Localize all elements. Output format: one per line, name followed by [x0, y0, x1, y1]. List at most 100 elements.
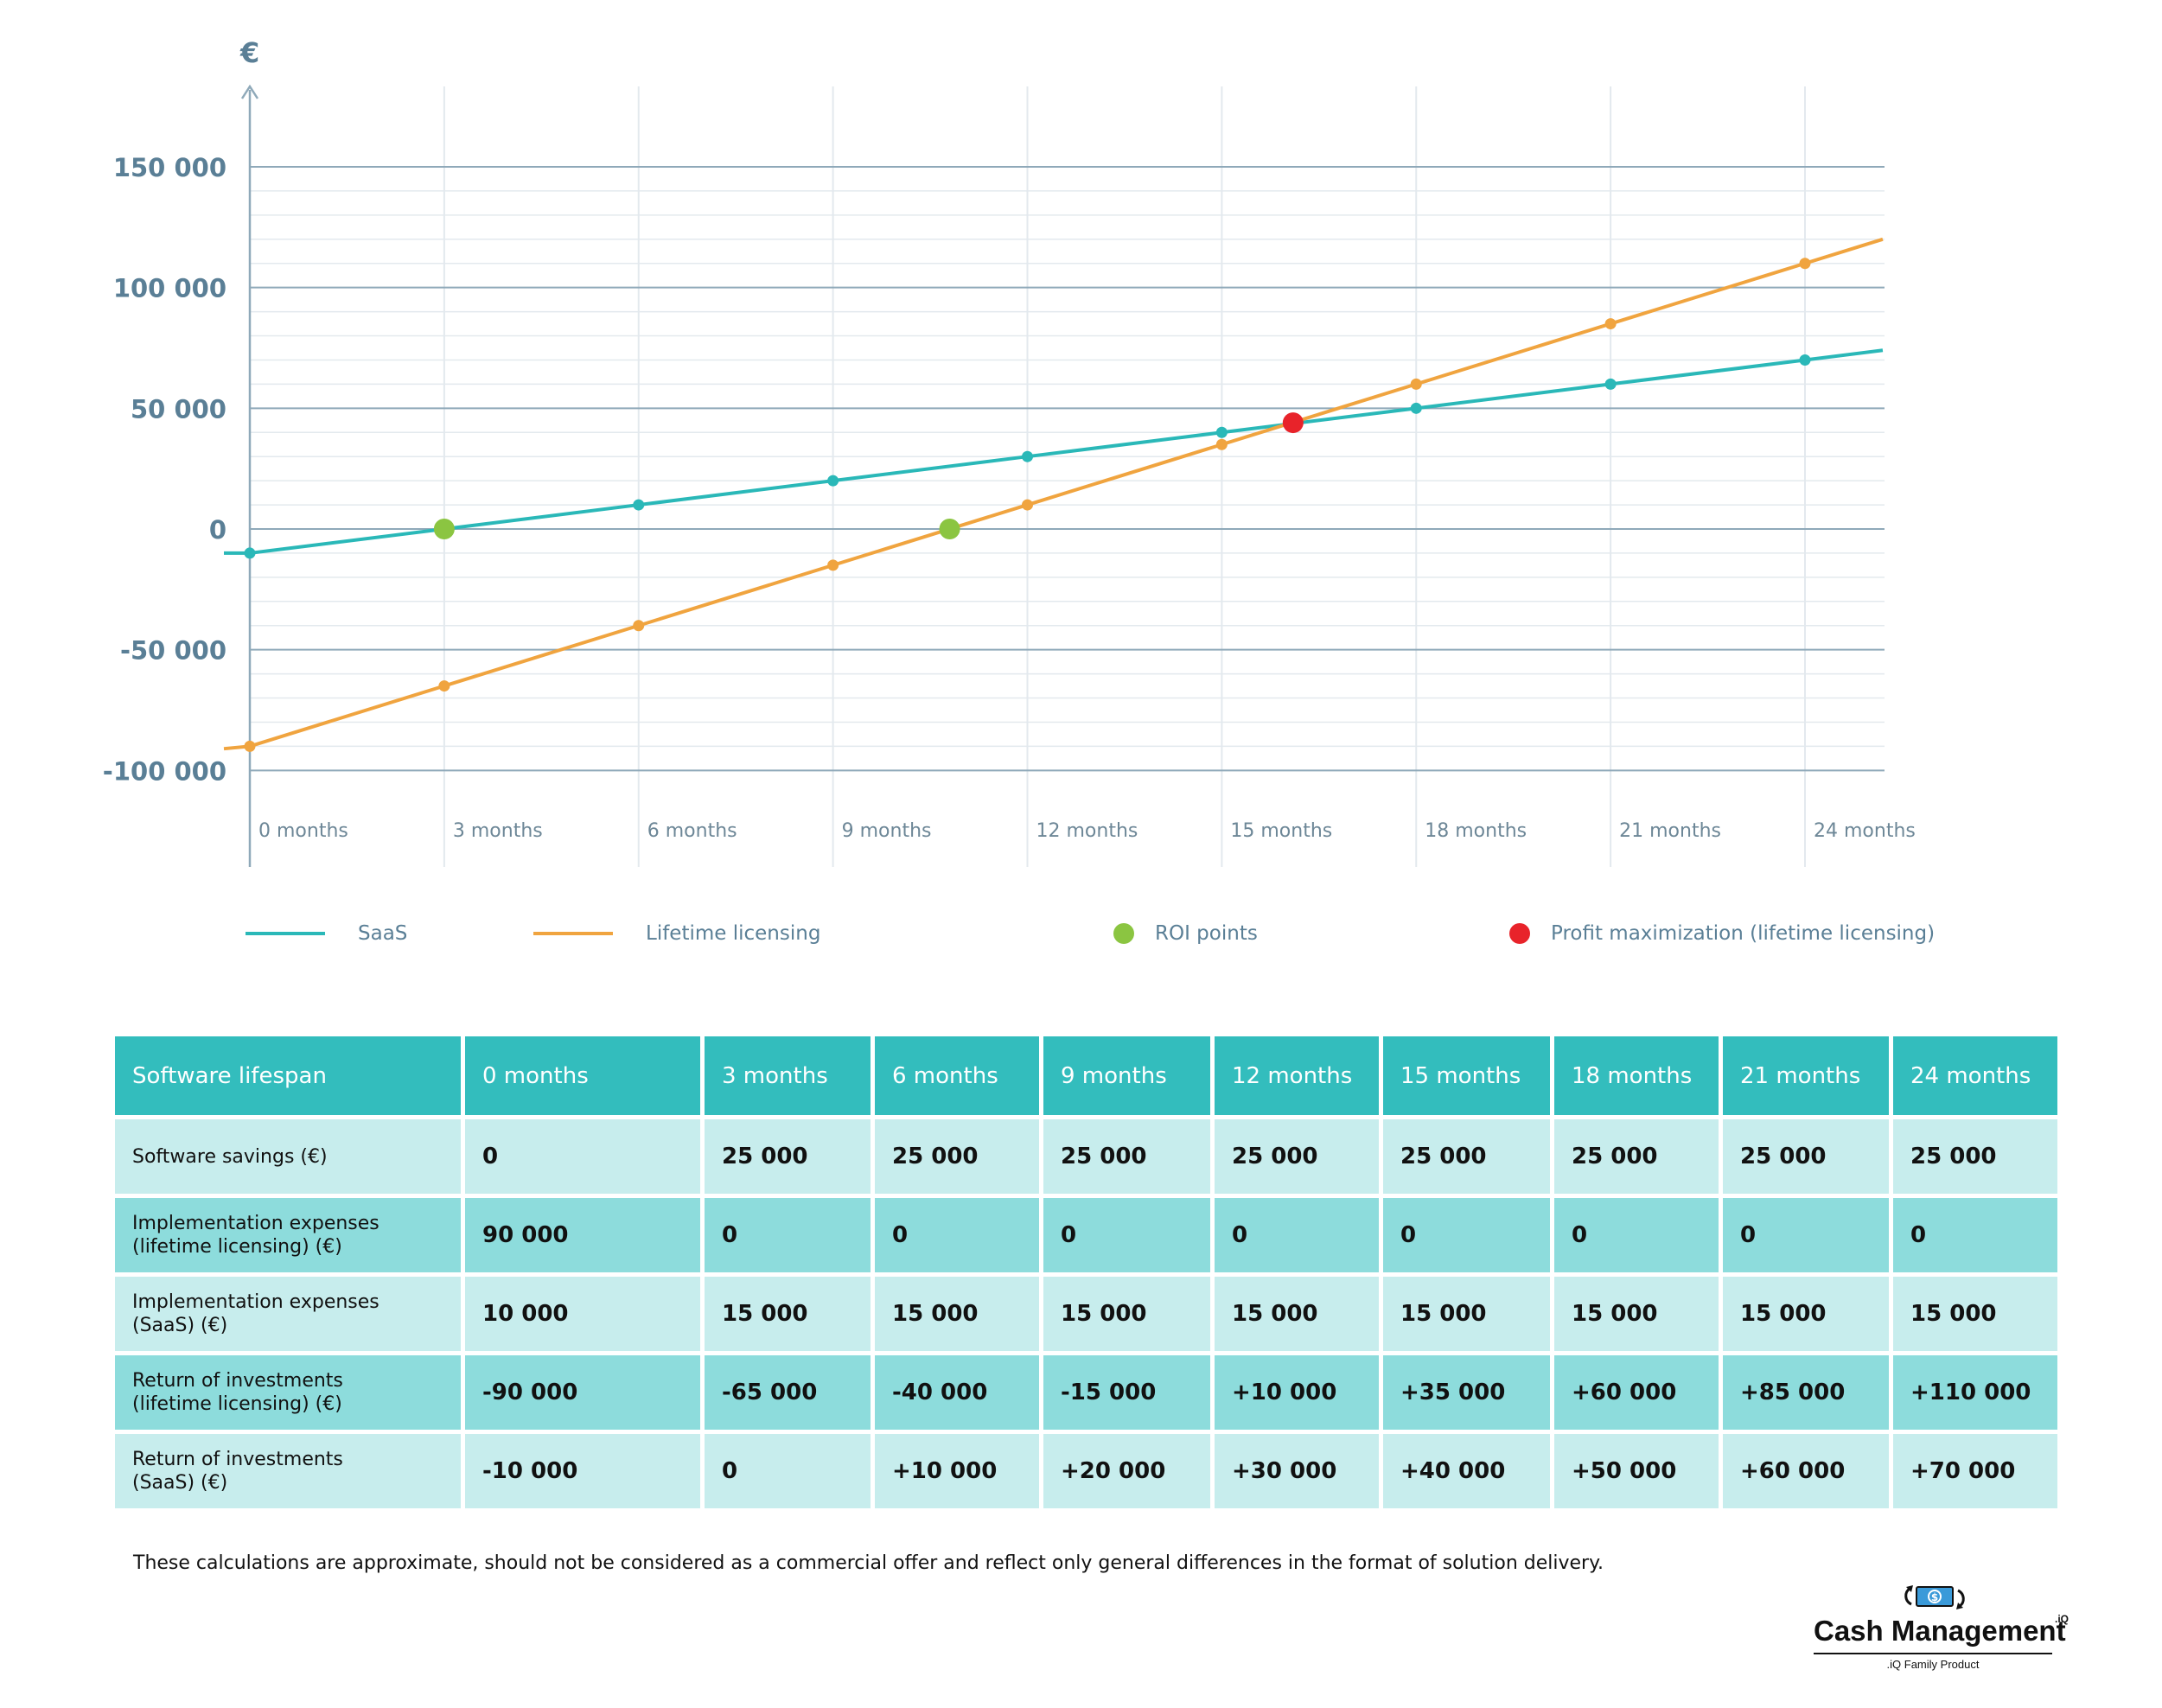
table-cell: +10 000 — [1210, 1351, 1383, 1434]
legend-item-saas: SaaS — [246, 915, 407, 953]
table-header-cell: 18 months — [1550, 1032, 1723, 1119]
table-cell: 25 000 — [1379, 1115, 1554, 1198]
x-tick-label: 21 months — [1619, 820, 1721, 842]
table-header-cell: 3 months — [700, 1032, 875, 1119]
table-row: Return of investments (SaaS) (€) -10 000… — [111, 1430, 2062, 1513]
table-cell: 0 — [1039, 1194, 1215, 1277]
y-axis-unit: € — [239, 36, 259, 69]
table-cell: 15 000 — [1379, 1272, 1554, 1355]
series-point-0 — [827, 475, 839, 487]
table-cell: +35 000 — [1379, 1351, 1554, 1434]
table-cell: 25 000 — [871, 1115, 1043, 1198]
series-point-0 — [1022, 450, 1033, 462]
disclaimer-note: These calculations are approximate, shou… — [133, 1552, 1604, 1574]
x-tick-label: 18 months — [1425, 820, 1527, 842]
table-cell: +20 000 — [1039, 1430, 1215, 1513]
table-cell: 0 — [1210, 1194, 1383, 1277]
table-cell: -10 000 — [461, 1430, 705, 1513]
y-tick-label: 100 000 — [113, 274, 226, 303]
row-label: Software savings (€) — [111, 1115, 465, 1198]
series-point-0 — [633, 499, 645, 511]
y-tick-label: 150 000 — [113, 153, 226, 182]
legend-swatch-profit — [1509, 923, 1530, 944]
legend-swatch-saas — [246, 932, 325, 935]
row-label: Implementation expenses (SaaS) (€) — [111, 1272, 465, 1355]
series-point-1 — [244, 740, 256, 752]
row-label: Return of investments (lifetime licensin… — [111, 1351, 465, 1434]
table-header-cell: 15 months — [1379, 1032, 1554, 1119]
table-cell: +40 000 — [1379, 1430, 1554, 1513]
table-cell: 0 — [1719, 1194, 1893, 1277]
table-cell: 0 — [1550, 1194, 1723, 1277]
logo-name: Cash Management — [1814, 1615, 2066, 1647]
roi-line-chart: 150 000 100 000 50 000 0 -50 000 -100 000 €0 m… — [103, 36, 1916, 867]
table-cell: 15 000 — [1550, 1272, 1723, 1355]
table-cell: 15 000 — [1719, 1272, 1893, 1355]
table-cell: -40 000 — [871, 1351, 1043, 1434]
legend-item-lifetime: Lifetime licensing — [533, 915, 820, 953]
table-row: Return of investments (lifetime licensin… — [111, 1351, 2062, 1434]
series-point-1 — [1215, 438, 1228, 450]
x-tick-label: 12 months — [1036, 820, 1138, 842]
x-tick-label: 6 months — [647, 820, 737, 842]
table-row: Implementation expenses (SaaS) (€) 10 00… — [111, 1272, 2062, 1355]
series-point-0 — [1410, 402, 1422, 414]
table-cell: +60 000 — [1719, 1430, 1893, 1513]
series-point-0 — [1215, 426, 1228, 438]
series-point-1 — [438, 680, 450, 692]
series-point-1 — [827, 559, 839, 571]
x-tick-label: 9 months — [842, 820, 932, 842]
table-cell: 15 000 — [1039, 1272, 1215, 1355]
legend-label-saas: SaaS — [358, 922, 408, 945]
table-cell: +85 000 — [1719, 1351, 1893, 1434]
table-cell: +110 000 — [1889, 1351, 2062, 1434]
table-header-cell: 24 months — [1889, 1032, 2062, 1119]
table-cell: 15 000 — [1210, 1272, 1383, 1355]
table-row: Implementation expenses (lifetime licens… — [111, 1194, 2062, 1277]
table-cell: +10 000 — [871, 1430, 1043, 1513]
table-header-cell: 0 months — [461, 1032, 705, 1119]
legend-label-lifetime: Lifetime licensing — [646, 922, 821, 945]
table-header-row: Software lifespan 0 months 3 months 6 mo… — [111, 1032, 2062, 1119]
table-cell: 0 — [1379, 1194, 1554, 1277]
table-cell: +70 000 — [1889, 1430, 2062, 1513]
comparison-table: Software lifespan 0 months 3 months 6 mo… — [111, 1032, 2062, 1513]
table-header-cell: 9 months — [1039, 1032, 1215, 1119]
cash-exchange-icon: $ — [1904, 1585, 1965, 1609]
legend-item-roi: ROI points — [1113, 915, 1258, 953]
table-cell: 25 000 — [1719, 1115, 1893, 1198]
dollar-sign: $ — [1931, 1591, 1938, 1603]
table-cell: 25 000 — [1550, 1115, 1723, 1198]
y-tick-label: 0 — [209, 515, 226, 545]
legend-swatch-roi — [1113, 923, 1134, 944]
table-cell: 0 — [700, 1430, 875, 1513]
roi-point — [433, 519, 455, 539]
series-line-1 — [223, 237, 1884, 751]
series-point-1 — [1799, 258, 1811, 270]
legend-swatch-lifetime — [533, 932, 613, 935]
table-cell: -15 000 — [1039, 1351, 1215, 1434]
table-cell: 15 000 — [1889, 1272, 2062, 1355]
chart-legend: SaaS Lifetime licensing ROI points Profi… — [0, 915, 2162, 953]
table-cell: 0 — [1889, 1194, 2062, 1277]
table-cell: 0 — [700, 1194, 875, 1277]
y-axis-arrow — [240, 84, 259, 99]
table-cell: 0 — [871, 1194, 1043, 1277]
table-cell: 15 000 — [871, 1272, 1043, 1355]
table-header-cell: 12 months — [1210, 1032, 1383, 1119]
legend-item-profit: Profit maximization (lifetime licensing) — [1509, 915, 1935, 953]
table-cell: 10 000 — [461, 1272, 705, 1355]
table-cell: -65 000 — [700, 1351, 875, 1434]
y-tick-label: -100 000 — [103, 756, 226, 786]
table-cell: 25 000 — [1039, 1115, 1215, 1198]
x-tick-label: 0 months — [258, 820, 348, 842]
profit-point — [1282, 412, 1304, 434]
table-cell: 25 000 — [700, 1115, 875, 1198]
x-tick-label: 24 months — [1814, 820, 1916, 842]
x-tick-label: 15 months — [1230, 820, 1332, 842]
table-cell: -90 000 — [461, 1351, 705, 1434]
logo-divider — [1814, 1653, 2052, 1654]
y-tick-label: 50 000 — [131, 394, 226, 424]
table-cell: 90 000 — [461, 1194, 705, 1277]
roi-point — [939, 519, 960, 539]
